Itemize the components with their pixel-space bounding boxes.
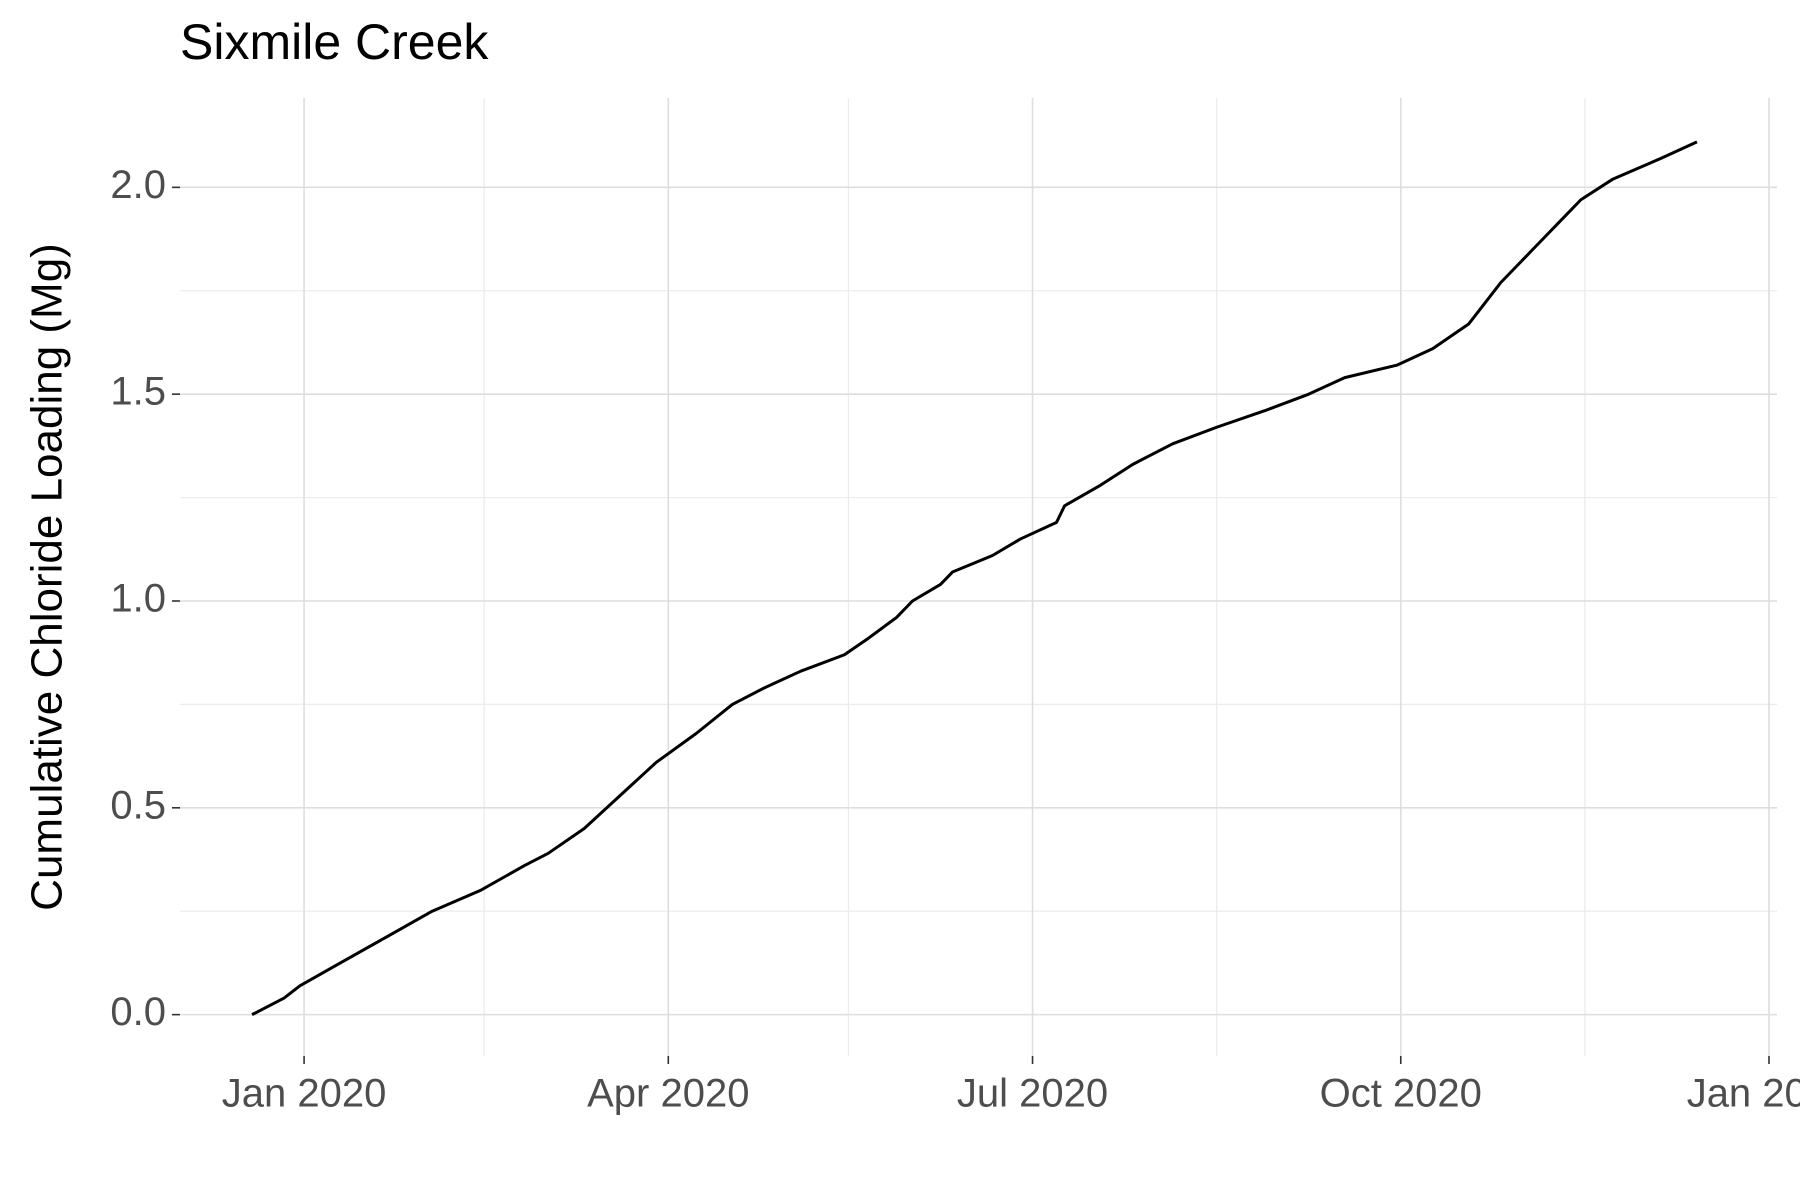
y-axis-label: Cumulative Chloride Loading (Mg) (23, 243, 72, 911)
x-tick-label: Oct 2020 (1320, 1072, 1482, 1116)
x-tick-label: Jan 2021 (1687, 1072, 1800, 1116)
chart-title: Sixmile Creek (180, 14, 489, 70)
x-tick-label: Apr 2020 (587, 1072, 749, 1116)
y-tick-label: 1.5 (110, 370, 166, 414)
y-tick-label: 1.0 (110, 577, 166, 621)
y-tick-label: 2.0 (110, 163, 166, 207)
y-tick-label: 0.0 (110, 990, 166, 1034)
x-tick-label: Jan 2020 (222, 1072, 387, 1116)
data-line (251, 140, 1698, 1016)
y-tick-label: 0.5 (110, 783, 166, 827)
x-tick-label: Jul 2020 (957, 1072, 1108, 1116)
